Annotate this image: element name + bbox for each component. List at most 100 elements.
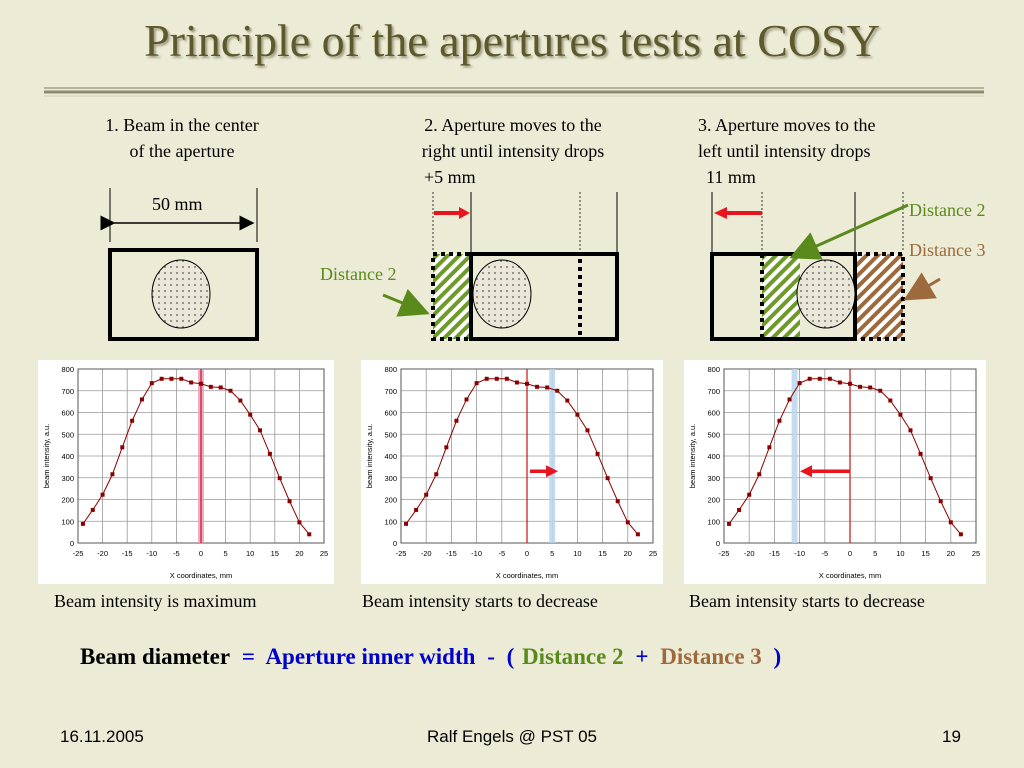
x-tick-label: 10 [573, 549, 581, 558]
x-tick-label: 15 [598, 549, 606, 558]
beam-spot-1 [151, 259, 211, 329]
x-tick-label: -20 [421, 549, 432, 558]
data-point [767, 445, 772, 450]
footer-date: 16.11.2005 [60, 727, 144, 746]
x-tick-label: 5 [224, 549, 228, 558]
data-point [898, 412, 903, 417]
move-right-arrow-icon [459, 207, 470, 219]
x-tick-label: 15 [271, 549, 279, 558]
data-point [625, 520, 630, 525]
chart-background [361, 360, 663, 584]
distance-3-pointer [903, 272, 941, 301]
distance-2-pointer-3 [789, 203, 909, 260]
data-point [938, 499, 943, 504]
distance-3-region [855, 254, 903, 339]
y-tick-label: 300 [707, 474, 720, 483]
data-point [208, 384, 213, 389]
data-point [277, 476, 282, 481]
formula-close-paren: ) [773, 644, 782, 669]
data-point [414, 507, 419, 512]
y-tick-label: 700 [384, 387, 397, 396]
formula-equals: = [241, 644, 255, 669]
diagram-3 [710, 192, 941, 341]
y-tick-label: 800 [707, 365, 720, 374]
data-point [248, 412, 253, 417]
intensity-curve [82, 378, 310, 535]
y-tick-label: 800 [384, 365, 397, 374]
x-axis-label: X coordinates, mm [496, 571, 559, 580]
x-tick-label: -5 [821, 549, 828, 558]
intensity-curve [728, 378, 962, 535]
data-point [747, 492, 752, 497]
y-tick-label: 600 [384, 409, 397, 418]
data-point [404, 521, 409, 526]
intensity-curve [405, 378, 639, 535]
y-axis-label: beam intensity, a.u. [42, 424, 51, 488]
data-point [585, 428, 590, 433]
distance-2-region [433, 254, 471, 339]
x-tick-label: -15 [122, 549, 133, 558]
x-axis-label: X coordinates, mm [819, 571, 882, 580]
data-point [297, 520, 302, 525]
y-tick-label: 300 [384, 474, 397, 483]
data-point [120, 445, 125, 450]
intensity-chart-2: -25 -20 -15 -10 -5 0 5 10 15 20 25 0 100 200 300 400 500… [361, 360, 663, 584]
x-tick-label: -5 [498, 549, 505, 558]
x-tick-label: 10 [246, 549, 254, 558]
y-axis-label: beam intensity, a.u. [688, 424, 697, 488]
x-tick-label: 10 [896, 549, 904, 558]
formula-minus: - [487, 644, 495, 669]
y-tick-label: 500 [384, 430, 397, 439]
data-point [218, 385, 223, 390]
data-point [179, 376, 184, 381]
y-tick-label: 700 [61, 387, 74, 396]
chart-background [38, 360, 334, 584]
data-point [474, 381, 479, 386]
step-2-text: 2. Aperture moves to the right until int… [388, 112, 638, 190]
aperture-diagrams [100, 188, 941, 341]
diagram-2 [382, 192, 619, 341]
caption-1: Beam intensity is maximum [54, 591, 257, 611]
move-left-arrow-icon [714, 207, 727, 219]
y-tick-label: 0 [70, 539, 74, 548]
data-point [727, 521, 732, 526]
y-tick-label: 300 [61, 474, 74, 483]
step-3-line-3: 11 mm [706, 167, 756, 187]
data-point [858, 384, 863, 389]
data-point [908, 428, 913, 433]
y-tick-label: 800 [61, 365, 74, 374]
step-3-line-1: 3. Aperture moves to the [698, 115, 876, 135]
x-tick-label: -10 [471, 549, 482, 558]
data-point [928, 476, 933, 481]
y-tick-label: 500 [61, 430, 74, 439]
x-tick-label: 20 [295, 549, 303, 558]
slide-title: Principle of the apertures tests at COSY [144, 15, 880, 66]
data-point [807, 376, 812, 381]
x-tick-label: 5 [550, 549, 554, 558]
data-point [787, 397, 792, 402]
y-tick-label: 200 [384, 496, 397, 505]
y-tick-label: 100 [384, 517, 397, 526]
x-tick-label: -5 [173, 549, 180, 558]
shift-arrow-icon [546, 465, 559, 478]
y-tick-label: 600 [707, 409, 720, 418]
y-tick-label: 0 [716, 539, 720, 548]
formula-open-paren: ( [506, 644, 515, 669]
data-point [545, 385, 550, 390]
distance-2-label: Distance 2 [320, 264, 397, 284]
x-tick-label: -25 [719, 549, 730, 558]
x-tick-label: -15 [446, 549, 457, 558]
x-tick-label: -10 [794, 549, 805, 558]
data-point [139, 397, 144, 402]
data-point [434, 472, 439, 477]
data-point [258, 428, 263, 433]
data-point [504, 376, 509, 381]
position-marker-band [549, 369, 556, 543]
data-point [848, 381, 852, 386]
y-tick-label: 100 [707, 517, 720, 526]
x-tick-label: 20 [947, 549, 955, 558]
data-point [484, 376, 489, 381]
step-3-text: 3. Aperture moves to the left until inte… [698, 112, 948, 190]
data-point [868, 385, 873, 390]
x-tick-label: 0 [848, 549, 852, 558]
